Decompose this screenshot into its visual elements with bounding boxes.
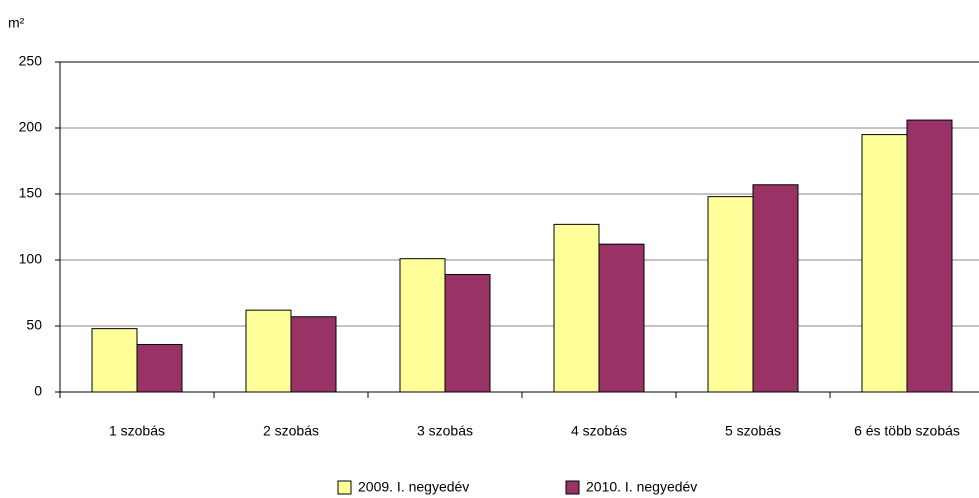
x-tick-label: 1 szobás xyxy=(109,423,165,439)
x-tick-label: 5 szobás xyxy=(725,423,781,439)
x-tick-label: 2 szobás xyxy=(263,423,319,439)
bar xyxy=(752,184,799,393)
bar xyxy=(136,343,183,393)
x-tick-label: 6 és több szobás xyxy=(854,423,960,439)
y-tick-label: 250 xyxy=(19,53,43,69)
legend-swatch xyxy=(337,480,352,495)
x-tick-label: 4 szobás xyxy=(571,423,627,439)
bar xyxy=(906,119,953,393)
legend-label: 2009. I. negyedév xyxy=(358,479,469,495)
bar xyxy=(598,243,645,393)
bar xyxy=(290,316,337,393)
bar xyxy=(553,223,600,393)
legend-swatch xyxy=(565,480,580,495)
bar xyxy=(91,328,138,393)
x-tick-label: 3 szobás xyxy=(417,423,473,439)
legend-label: 2010. I. negyedév xyxy=(586,479,697,495)
bar xyxy=(707,196,754,393)
bar xyxy=(399,258,446,393)
y-tick-label: 150 xyxy=(19,185,43,201)
y-axis-label: m² xyxy=(8,15,25,31)
bar xyxy=(444,274,491,393)
y-tick-label: 0 xyxy=(34,383,42,399)
bar xyxy=(245,309,292,393)
y-tick-label: 100 xyxy=(19,251,43,267)
y-tick-label: 200 xyxy=(19,119,43,135)
bar xyxy=(861,134,908,393)
y-tick-label: 50 xyxy=(26,317,42,333)
